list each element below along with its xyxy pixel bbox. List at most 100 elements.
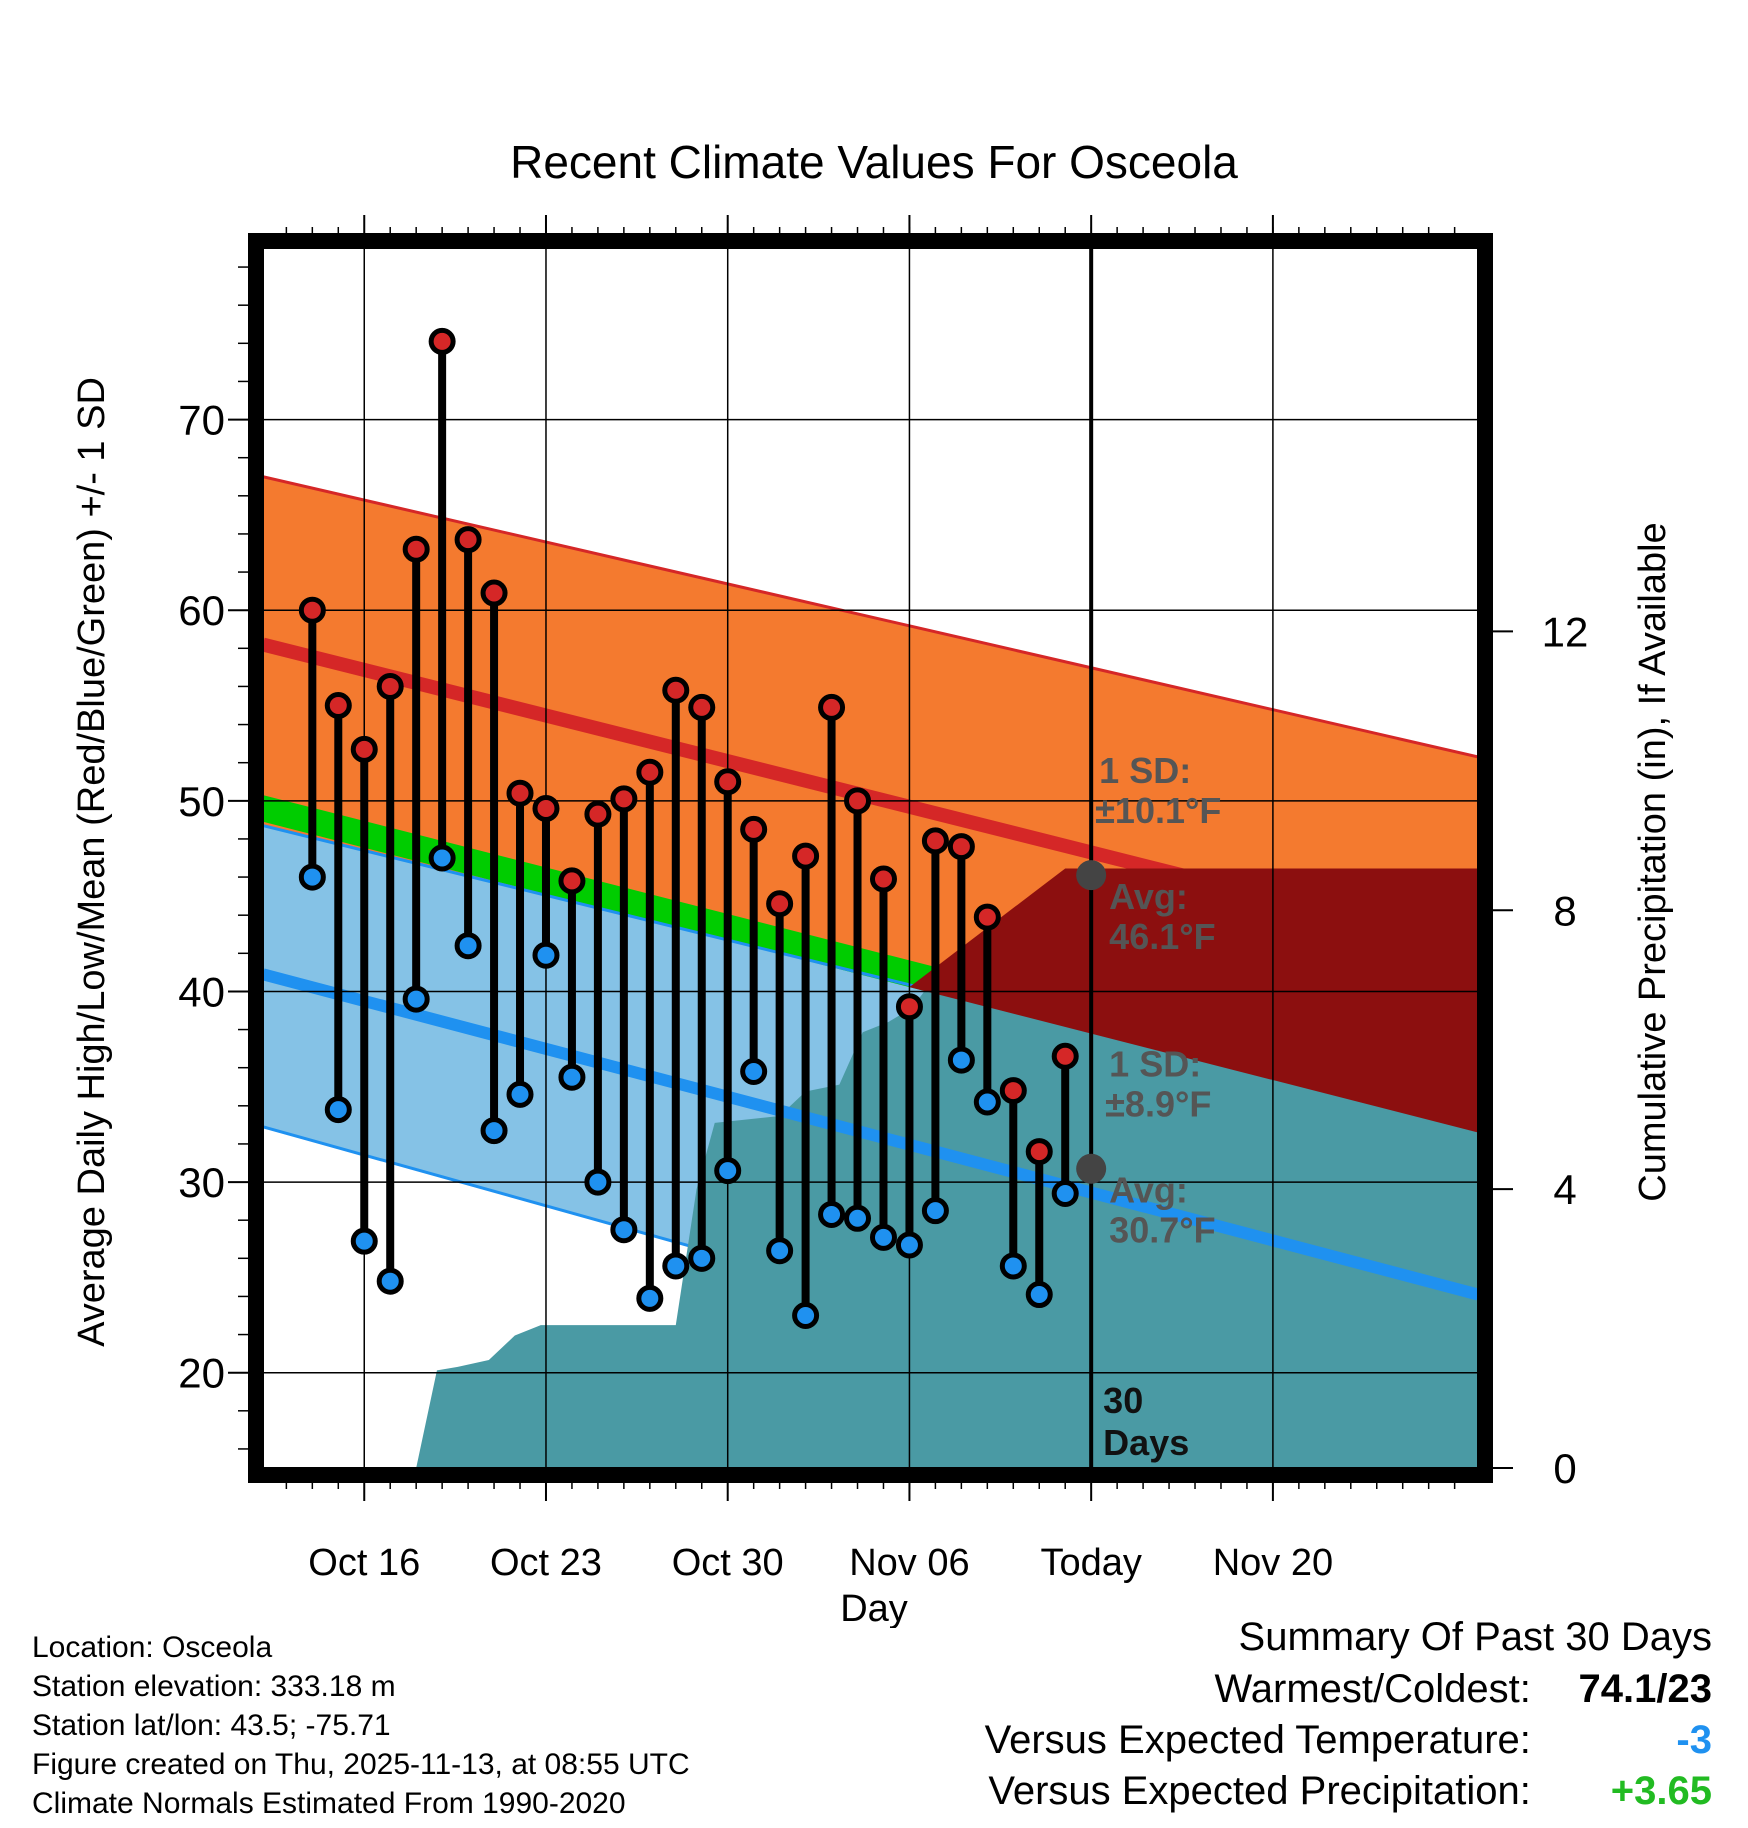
- daily-high-point: [869, 865, 897, 893]
- daily-high-point: [766, 890, 794, 918]
- daily-high-point: [921, 827, 949, 855]
- low-avg-value: 30.7°F: [1109, 1210, 1215, 1251]
- daily-low-point: [428, 844, 456, 872]
- daily-high-point: [844, 787, 872, 815]
- plot-area: [263, 248, 1478, 1468]
- daily-low-point: [792, 1302, 820, 1329]
- daily-low-point: [662, 1252, 690, 1280]
- daily-low-point: [688, 1244, 716, 1272]
- daily-low-point: [558, 1063, 586, 1091]
- plot-frame: [248, 233, 1493, 1483]
- daily-low-point: [506, 1080, 534, 1108]
- x-tick-label: Today: [1040, 1542, 1141, 1584]
- daily-high-point: [480, 579, 508, 607]
- daily-low-point: [610, 1216, 638, 1244]
- summary-temp-row: Versus Expected Temperature: -3: [985, 1715, 1712, 1766]
- high-sd-value: ±10.1°F: [1095, 790, 1221, 831]
- high-upper-line: [263, 475, 1478, 759]
- summary-temp-value: -3: [1676, 1718, 1712, 1762]
- daily-high-point: [1051, 1042, 1079, 1070]
- low-sd-value: ±8.9°F: [1105, 1084, 1211, 1125]
- days-word-label: Days: [1103, 1422, 1189, 1463]
- daily-low-point: [818, 1200, 846, 1228]
- low-avg-label: Avg:: [1109, 1170, 1188, 1211]
- daily-high-point: [350, 735, 378, 763]
- y-tick-label: 50: [178, 778, 225, 825]
- chart-title: Recent Climate Values For Osceola: [510, 136, 1238, 188]
- high-sd-label: 1 SD:: [1099, 750, 1191, 791]
- summary-precip-row: Versus Expected Precipitation: +3.65: [985, 1766, 1712, 1817]
- low-avg-marker: [1076, 1153, 1107, 1184]
- summary-warmest-label: Warmest/Coldest:: [1214, 1667, 1531, 1711]
- summary-precip-label: Versus Expected Precipitation:: [988, 1769, 1531, 1813]
- daily-low-point: [999, 1252, 1027, 1280]
- x-tick-label: Nov 06: [849, 1542, 969, 1584]
- daily-high-point: [792, 842, 820, 870]
- footer-elevation: Station elevation: 333.18 m: [32, 1670, 396, 1703]
- x-tick-label: Oct 30: [672, 1542, 784, 1584]
- days-count-label: 30: [1103, 1380, 1143, 1421]
- daily-low-point: [1051, 1180, 1079, 1207]
- y-tick-label: 20: [178, 1350, 225, 1397]
- daily-low-point: [869, 1223, 897, 1251]
- y2-tick-label: 12: [1542, 608, 1589, 655]
- daily-low-point: [895, 1231, 923, 1259]
- daily-high-point: [428, 327, 456, 355]
- daily-low-point: [324, 1096, 352, 1124]
- daily-low-point: [636, 1284, 664, 1312]
- daily-high-point: [454, 526, 482, 554]
- x-tick-label: Oct 16: [308, 1542, 420, 1584]
- y2-tick-label: 0: [1553, 1445, 1576, 1492]
- daily-high-point: [402, 535, 430, 563]
- daily-high-point: [999, 1077, 1027, 1105]
- daily-low-point: [298, 863, 326, 891]
- daily-high-point: [740, 815, 768, 843]
- daily-high-point: [532, 794, 560, 822]
- daily-low-point: [454, 932, 482, 960]
- daily-low-point: [532, 941, 560, 969]
- daily-high-point: [973, 903, 1001, 931]
- summary-title: Summary Of Past 30 Days: [1238, 1615, 1712, 1659]
- dark-band: [909, 868, 1478, 1133]
- daily-high-point: [558, 867, 586, 895]
- daily-high-point: [506, 779, 534, 807]
- high-avg-label: Avg:: [1109, 876, 1188, 917]
- daily-high-point: [298, 596, 326, 624]
- summary-warmest-value: 74.1/23: [1578, 1667, 1712, 1711]
- daily-high-point: [688, 693, 716, 721]
- daily-low-point: [402, 985, 430, 1013]
- y2-tick-label: 8: [1553, 887, 1576, 934]
- daily-low-point: [740, 1058, 768, 1085]
- daily-high-point: [818, 693, 846, 721]
- summary-temp-label: Versus Expected Temperature:: [984, 1718, 1531, 1762]
- daily-low-point: [921, 1197, 949, 1225]
- y-tick-label: 70: [178, 397, 225, 444]
- daily-high-point: [947, 833, 975, 861]
- daily-high-point: [895, 993, 923, 1021]
- daily-low-point: [844, 1204, 872, 1232]
- low-mean-line: [263, 968, 1478, 1301]
- summary-warmest-row: Warmest/Coldest: 74.1/23: [985, 1664, 1713, 1715]
- high-avg-value: 46.1°F: [1109, 916, 1215, 957]
- daily-high-point: [714, 768, 742, 796]
- daily-low-point: [973, 1088, 1001, 1116]
- footer-normals: Climate Normals Estimated From 1990-2020: [32, 1787, 626, 1820]
- y-tick-label: 60: [178, 587, 225, 634]
- low-sd-label: 1 SD:: [1109, 1044, 1201, 1085]
- y-axis-label: Average Daily High/Low/Mean (Red/Blue/Gr…: [71, 377, 113, 1347]
- y-tick-label: 40: [178, 968, 225, 1015]
- footer-latlon: Station lat/lon: 43.5; -75.71: [32, 1709, 391, 1742]
- daily-low-point: [766, 1237, 794, 1265]
- daily-high-point: [636, 758, 664, 786]
- daily-low-point: [584, 1168, 612, 1196]
- x-tick-label: Oct 23: [490, 1542, 602, 1584]
- daily-high-point: [610, 785, 638, 813]
- x-axis-label: Day: [840, 1588, 908, 1628]
- daily-low-point: [1025, 1281, 1053, 1309]
- y2-axis-label: Cumulative Precipitation (in), If Availa…: [1632, 522, 1674, 1201]
- daily-low-point: [350, 1227, 378, 1255]
- daily-low-point: [376, 1267, 404, 1295]
- daily-high-point: [662, 676, 690, 704]
- daily-high-point: [584, 800, 612, 828]
- footer-location: Location: Osceola: [32, 1631, 273, 1664]
